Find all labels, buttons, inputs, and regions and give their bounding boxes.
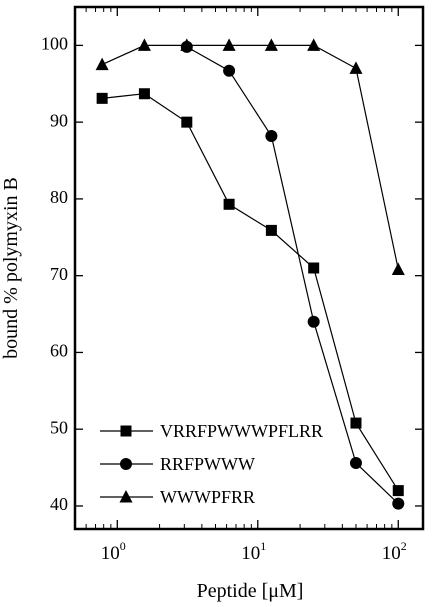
- legend-marker-square: [120, 425, 132, 437]
- data-point-square: [308, 262, 320, 274]
- data-point-square: [96, 92, 108, 104]
- legend-label: RRFPWWW: [160, 454, 255, 474]
- data-point-triangle: [391, 262, 405, 276]
- data-point-triangle: [137, 38, 151, 51]
- y-tick-label: 60: [50, 341, 68, 361]
- data-point-circle: [307, 315, 320, 328]
- legend-label: VRRFPWWWPFLRR: [160, 421, 323, 441]
- y-tick-label: 70: [50, 264, 68, 284]
- y-tick-label: 90: [50, 110, 68, 130]
- x-tick-label: 100: [101, 539, 126, 564]
- x-tick-exponent: 1: [260, 539, 266, 553]
- series-square: [96, 88, 404, 497]
- x-tick-base: 10: [101, 543, 120, 564]
- data-point-triangle: [264, 38, 278, 51]
- legend-marker-circle: [120, 458, 132, 470]
- x-axis-label: Peptide [μM]: [197, 580, 304, 602]
- x-axis-ticks: 100 101 102: [85, 7, 424, 564]
- y-axis-label: bound % polymyxin B: [0, 177, 22, 359]
- data-point-circle: [349, 456, 362, 469]
- y-tick-label: 50: [50, 417, 68, 437]
- series-line: [101, 44, 399, 270]
- x-tick-exponent: 0: [120, 539, 126, 553]
- legend-item: WWWPFRR: [100, 487, 255, 507]
- data-point-square: [265, 224, 277, 236]
- data-point-triangle: [222, 38, 236, 51]
- legend-item: RRFPWWW: [100, 454, 255, 474]
- data-point-square: [350, 417, 362, 429]
- legend-marker-triangle: [119, 490, 133, 503]
- data-point-square: [138, 88, 150, 100]
- data-point-triangle: [180, 38, 194, 51]
- y-tick-label: 40: [50, 494, 68, 514]
- data-point-square: [223, 198, 235, 210]
- y-tick-label: 80: [50, 187, 68, 207]
- series-line: [102, 93, 399, 491]
- data-point-triangle: [95, 57, 109, 71]
- legend-label: WWWPFRR: [160, 487, 255, 507]
- data-point-circle: [265, 129, 278, 142]
- x-tick-base: 10: [241, 543, 260, 564]
- series-triangle: [95, 38, 405, 276]
- plot-frame: [73, 5, 425, 531]
- legend: VRRFPWWWPFLRR RRFPWWW WWWPFRR: [100, 421, 323, 507]
- x-tick-base: 10: [382, 543, 401, 564]
- data-series-group: [95, 38, 405, 510]
- series-line: [186, 46, 399, 505]
- data-point-square: [392, 485, 404, 497]
- legend-item: VRRFPWWWPFLRR: [100, 421, 323, 441]
- data-point-triangle: [307, 38, 321, 51]
- y-tick-label: 100: [41, 34, 68, 54]
- y-axis-ticks: 40 50 60 70 80 90 100: [41, 34, 423, 514]
- data-point-triangle: [349, 61, 363, 74]
- data-point-circle: [223, 64, 236, 77]
- x-tick-label: 101: [241, 539, 266, 564]
- x-tick-label: 102: [382, 539, 407, 564]
- x-tick-exponent: 2: [401, 539, 407, 553]
- data-point-square: [181, 116, 193, 128]
- data-point-circle: [392, 497, 405, 510]
